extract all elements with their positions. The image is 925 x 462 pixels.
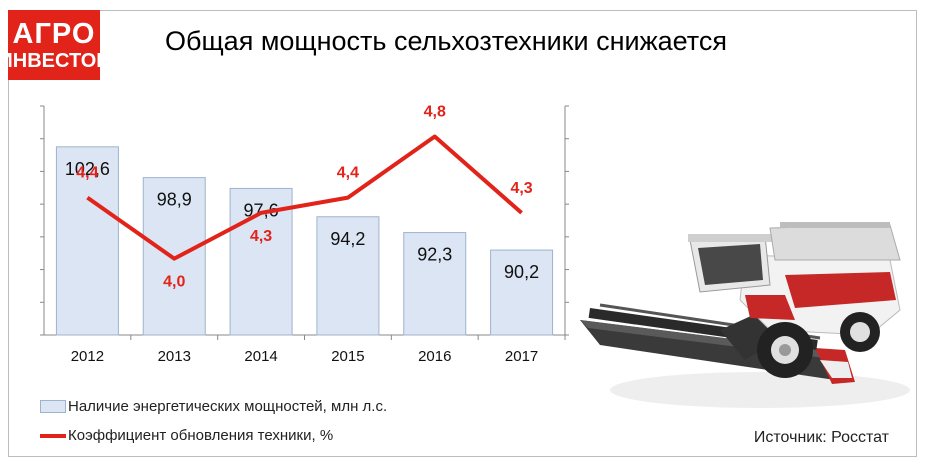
- line-value-label: 4,0: [163, 274, 185, 291]
- logo-line-2: ИНВЕСТОР: [0, 49, 110, 72]
- chart-title: Общая мощность сельхозтехники снижается: [165, 26, 727, 56]
- x-tick-label: 2012: [71, 348, 104, 365]
- line-value-label: 4,4: [76, 165, 98, 182]
- line-series: [86, 134, 523, 261]
- legend-label-line: Коэффициент обновления техники, %: [68, 427, 334, 444]
- bar-value-label: 102,6: [65, 159, 110, 179]
- bar-value-label: 94,2: [330, 229, 365, 249]
- x-tick-label: 2016: [418, 348, 451, 365]
- bar: [55, 146, 119, 336]
- x-tick-label: 2015: [331, 348, 364, 365]
- legend-swatch-line: [40, 433, 66, 438]
- line-value-label: 4,4: [337, 165, 359, 182]
- bar: [490, 249, 554, 336]
- legend-label-bar: Наличие энергетических мощностей, млн л.…: [68, 398, 388, 415]
- bar-value-label: 98,9: [157, 190, 192, 210]
- agroinvestor-logo: АГРО ИНВЕСТОР: [0, 10, 110, 80]
- bar-value-label: 90,2: [504, 262, 539, 282]
- harvester-illustration: [580, 222, 910, 408]
- logo-line-1: АГРО: [12, 17, 96, 50]
- legend-item-line: Коэффициент обновления техники, %: [40, 427, 333, 444]
- legend-item-bar: Наличие энергетических мощностей, млн л.…: [40, 398, 387, 415]
- x-tick-label: 2017: [505, 348, 538, 365]
- line-value-label: 4,8: [424, 104, 446, 121]
- line-value-label: 4,3: [510, 180, 532, 197]
- line-value-label: 4,3: [250, 228, 272, 245]
- chart-frame: [8, 10, 917, 457]
- source-note: Источник: Росстат: [753, 429, 889, 446]
- bar: [316, 216, 380, 336]
- bar-value-label: 92,3: [417, 245, 452, 265]
- x-tick-label: 2013: [158, 348, 191, 365]
- legend-swatch-bar: [40, 400, 66, 413]
- bar: [403, 232, 467, 336]
- x-tick-label: 2014: [244, 348, 277, 365]
